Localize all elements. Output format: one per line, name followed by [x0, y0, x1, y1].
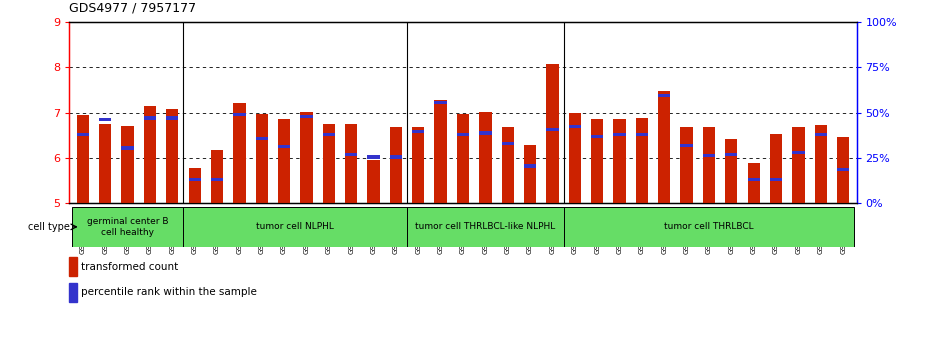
Bar [256, 137, 268, 140]
Bar [390, 155, 402, 159]
Bar [703, 127, 715, 203]
Bar [233, 113, 245, 117]
Bar [591, 119, 604, 203]
Bar [412, 127, 424, 203]
Text: transformed count: transformed count [81, 262, 179, 272]
Bar [502, 127, 514, 203]
Bar [793, 127, 805, 203]
Bar [793, 151, 805, 154]
Bar [69, 282, 77, 302]
Bar [189, 178, 201, 181]
Bar [770, 134, 782, 203]
Bar [636, 133, 648, 136]
Bar [480, 131, 492, 135]
Bar [412, 130, 424, 133]
Bar [480, 112, 492, 203]
Bar [368, 160, 380, 203]
Bar [546, 128, 558, 131]
Bar [345, 153, 357, 156]
Bar [278, 119, 290, 203]
Bar [183, 207, 407, 247]
Bar [613, 133, 626, 136]
Bar [322, 124, 335, 203]
Bar [569, 113, 581, 203]
Bar [211, 150, 223, 203]
Bar [69, 257, 77, 277]
Text: tumor cell THRLBCL: tumor cell THRLBCL [664, 223, 754, 231]
Bar [99, 118, 111, 121]
Bar [658, 94, 670, 97]
Bar [407, 207, 564, 247]
Bar [434, 100, 446, 203]
Text: germinal center B
cell healthy: germinal center B cell healthy [87, 217, 169, 237]
Bar [166, 109, 179, 203]
Bar [747, 178, 760, 181]
Text: percentile rank within the sample: percentile rank within the sample [81, 287, 257, 297]
Bar [524, 145, 536, 203]
Bar [747, 163, 760, 203]
Bar [457, 114, 469, 203]
Bar [77, 133, 89, 136]
Bar [502, 142, 514, 145]
Bar [434, 101, 446, 104]
Bar [725, 139, 737, 203]
Bar [681, 127, 693, 203]
Bar [77, 115, 89, 203]
Bar [564, 207, 855, 247]
Bar [770, 178, 782, 181]
Bar [144, 106, 156, 203]
Text: tumor cell NLPHL: tumor cell NLPHL [257, 223, 334, 231]
Text: tumor cell THRLBCL-like NLPHL: tumor cell THRLBCL-like NLPHL [415, 223, 556, 231]
Bar [815, 125, 827, 203]
Bar [546, 64, 558, 203]
Bar [524, 164, 536, 168]
Bar [121, 146, 133, 150]
Bar [390, 127, 402, 203]
Bar [144, 117, 156, 119]
Bar [300, 115, 313, 118]
Bar [368, 155, 380, 159]
Bar [613, 119, 626, 203]
Bar [837, 168, 849, 171]
Bar [71, 207, 183, 247]
Bar [457, 133, 469, 136]
Bar [322, 133, 335, 136]
Bar [815, 133, 827, 136]
Bar [837, 138, 849, 203]
Bar [278, 145, 290, 148]
Text: GDS4977 / 7957177: GDS4977 / 7957177 [69, 1, 196, 15]
Bar [569, 125, 581, 128]
Text: cell type: cell type [28, 222, 69, 232]
Bar [703, 154, 715, 157]
Bar [189, 168, 201, 203]
Bar [681, 144, 693, 147]
Bar [725, 153, 737, 156]
Bar [233, 102, 245, 203]
Bar [636, 118, 648, 203]
Bar [99, 124, 111, 203]
Bar [345, 124, 357, 203]
Bar [591, 135, 604, 138]
Bar [121, 126, 133, 203]
Bar [211, 178, 223, 181]
Bar [658, 91, 670, 203]
Bar [300, 112, 313, 203]
Bar [166, 117, 179, 119]
Bar [256, 114, 268, 203]
